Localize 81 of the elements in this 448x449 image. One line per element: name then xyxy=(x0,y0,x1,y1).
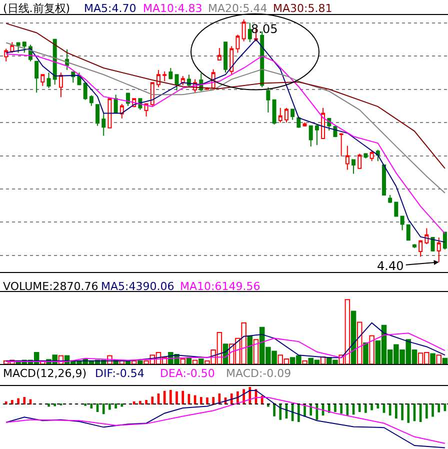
candlestick xyxy=(230,46,234,76)
candlestick xyxy=(22,42,26,54)
bar xyxy=(138,360,143,364)
bar xyxy=(247,336,253,364)
candlestick xyxy=(418,240,423,258)
text: DIF:-0.54 xyxy=(95,367,144,380)
candlestick xyxy=(108,98,112,128)
bar xyxy=(198,358,204,364)
candlestick xyxy=(46,72,51,88)
candlestick xyxy=(224,42,228,74)
bar xyxy=(436,354,442,364)
bar xyxy=(363,342,368,364)
candlestick xyxy=(376,149,380,162)
bar xyxy=(350,310,356,364)
annotation: 4.40 xyxy=(377,259,404,273)
candlestick xyxy=(168,67,173,80)
candlestick xyxy=(412,244,416,249)
candlestick xyxy=(321,107,326,139)
candlestick xyxy=(102,112,106,136)
candlestick xyxy=(400,216,404,231)
candlestick xyxy=(352,159,356,174)
annotation: 8.05 xyxy=(251,22,278,36)
candlestick xyxy=(388,194,392,204)
candlestick xyxy=(278,107,282,124)
candlestick xyxy=(58,72,63,98)
candlestick xyxy=(156,69,160,88)
bar xyxy=(442,358,448,364)
candlestick xyxy=(248,22,252,43)
candlestick xyxy=(180,75,185,86)
bar xyxy=(302,360,308,364)
chart-title: (日线.前复权) xyxy=(3,2,70,15)
candlestick xyxy=(430,237,435,252)
candlestick xyxy=(83,82,88,100)
candlestick xyxy=(284,107,288,124)
candlestick xyxy=(96,104,100,126)
candlestick xyxy=(406,224,410,241)
text: DEA:-0.50 xyxy=(160,367,215,380)
candlestick xyxy=(308,125,313,147)
bar xyxy=(192,360,198,364)
candlestick xyxy=(150,82,154,106)
candlestick xyxy=(236,34,240,54)
text: MA10:6149.56 xyxy=(180,280,260,293)
candlestick xyxy=(394,202,398,217)
candlestick xyxy=(89,94,94,106)
candlestick xyxy=(120,103,124,120)
chart-title: MACD(12,26,9) xyxy=(3,367,87,380)
candlestick xyxy=(40,74,45,86)
candlestick xyxy=(382,164,386,196)
candlestick xyxy=(314,124,319,146)
candlestick xyxy=(217,48,222,61)
bar xyxy=(253,339,259,364)
candlestick xyxy=(144,102,148,118)
candlestick xyxy=(442,232,447,250)
text: MA10:4.83 xyxy=(143,2,202,15)
text: MA30:5.81 xyxy=(273,2,332,15)
candlestick xyxy=(370,150,374,162)
candlestick xyxy=(242,18,246,42)
bar xyxy=(356,322,362,364)
candlestick xyxy=(114,94,118,114)
candlestick xyxy=(339,132,344,157)
bar xyxy=(430,353,436,364)
text: MA20:5.44 xyxy=(208,2,268,15)
candlestick xyxy=(424,228,429,245)
candlestick xyxy=(162,70,167,82)
text: MA5:4.70 xyxy=(84,2,136,15)
candlestick xyxy=(266,86,270,114)
candlestick xyxy=(34,60,39,94)
candlestick xyxy=(358,153,362,170)
text: MACD:-0.09 xyxy=(226,367,292,380)
candlestick xyxy=(302,122,307,128)
bar xyxy=(369,335,374,364)
candlestick xyxy=(364,152,368,159)
chart-title: VOLUME:2870.76 xyxy=(3,280,98,293)
candlestick xyxy=(290,108,295,120)
candlestick xyxy=(345,145,350,170)
bar xyxy=(180,358,186,364)
candlestick xyxy=(436,237,441,263)
candlestick xyxy=(16,42,20,54)
candlestick xyxy=(174,74,179,92)
candlestick xyxy=(272,99,276,126)
text: MA5:4390.06 xyxy=(101,280,174,293)
